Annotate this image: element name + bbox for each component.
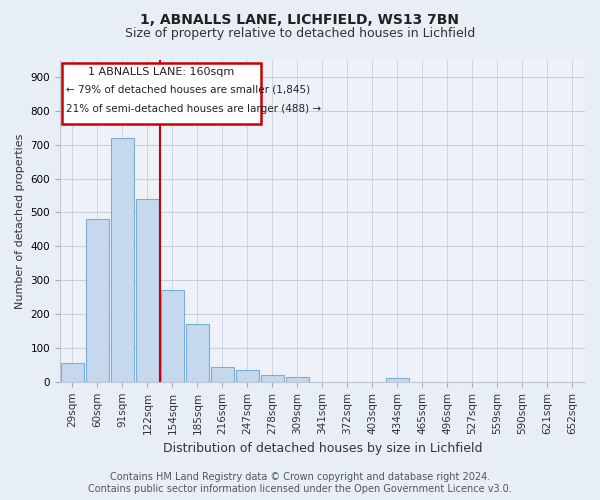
Y-axis label: Number of detached properties: Number of detached properties: [15, 133, 25, 308]
Bar: [386, 378, 409, 382]
Text: ← 79% of detached houses are smaller (1,845): ← 79% of detached houses are smaller (1,…: [65, 84, 310, 94]
Bar: [161, 290, 184, 382]
Bar: [211, 366, 233, 382]
X-axis label: Distribution of detached houses by size in Lichfield: Distribution of detached houses by size …: [163, 442, 482, 455]
Bar: [286, 376, 308, 382]
Bar: [136, 199, 158, 382]
FancyBboxPatch shape: [62, 62, 261, 124]
Bar: [86, 219, 109, 382]
Bar: [236, 370, 259, 382]
Bar: [186, 324, 209, 382]
Text: 1, ABNALLS LANE, LICHFIELD, WS13 7BN: 1, ABNALLS LANE, LICHFIELD, WS13 7BN: [140, 12, 460, 26]
Text: 21% of semi-detached houses are larger (488) →: 21% of semi-detached houses are larger (…: [65, 104, 321, 114]
Bar: [111, 138, 134, 382]
Bar: [61, 363, 83, 382]
Text: Size of property relative to detached houses in Lichfield: Size of property relative to detached ho…: [125, 28, 475, 40]
Text: 1 ABNALLS LANE: 160sqm: 1 ABNALLS LANE: 160sqm: [88, 67, 235, 77]
Bar: [261, 375, 284, 382]
Text: Contains HM Land Registry data © Crown copyright and database right 2024.
Contai: Contains HM Land Registry data © Crown c…: [88, 472, 512, 494]
